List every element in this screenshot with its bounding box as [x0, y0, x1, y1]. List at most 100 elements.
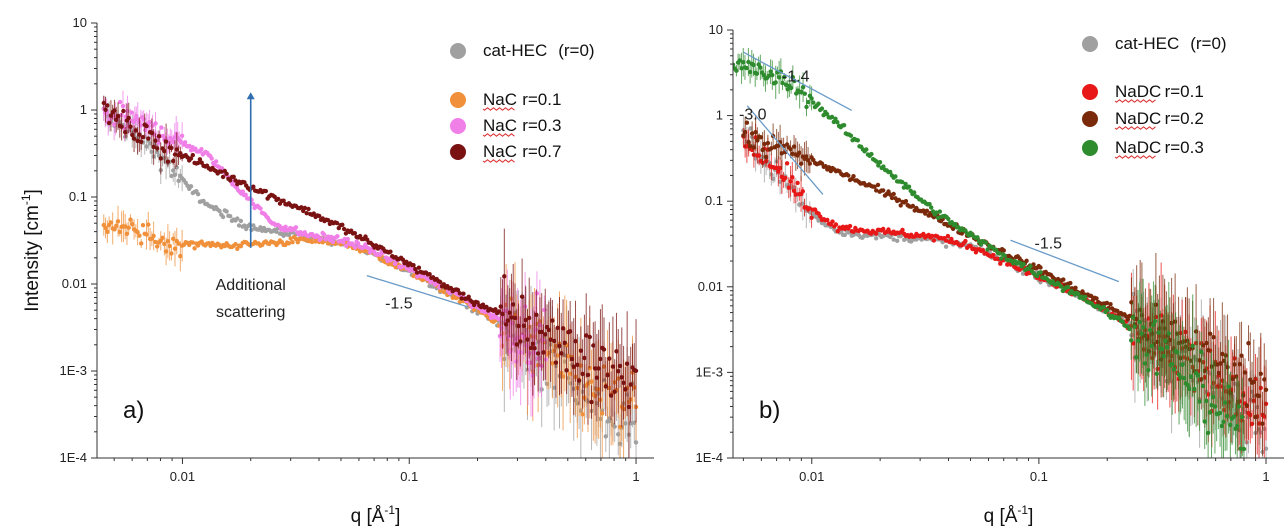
annotation-2: -1.5 [1035, 236, 1063, 253]
data-point [335, 234, 340, 239]
data-point [851, 232, 856, 238]
data-point [220, 214, 226, 220]
data-point [151, 233, 156, 239]
data-point [1228, 422, 1233, 428]
legend-label-name: NaDC [1115, 109, 1161, 128]
legend-marker [450, 118, 466, 134]
data-point [806, 99, 811, 105]
data-point [633, 368, 639, 373]
data-point [1144, 352, 1149, 357]
data-point [1218, 384, 1223, 389]
data-point [889, 195, 895, 201]
data-point [598, 356, 603, 362]
data-point [1131, 291, 1136, 297]
data-point [192, 246, 197, 251]
data-point [869, 151, 874, 157]
data-point [628, 421, 633, 426]
data-point [140, 223, 146, 228]
data-area [733, 47, 1269, 458]
data-point [751, 145, 757, 150]
data-point [503, 322, 509, 327]
data-point [733, 62, 736, 67]
data-point [746, 140, 751, 145]
data-point [798, 161, 804, 166]
data-point [151, 144, 156, 150]
data-point [114, 223, 119, 228]
data-point [165, 239, 171, 244]
data-point [149, 130, 155, 136]
data-point [190, 240, 195, 245]
data-point [1241, 446, 1247, 452]
slope-line-2 [1010, 239, 1120, 283]
data-point [438, 279, 443, 285]
data-point [119, 124, 124, 129]
legend-label-name: cat-HEC [1115, 34, 1179, 53]
data-point [1020, 271, 1026, 276]
data-point [496, 309, 502, 314]
data-point [1262, 377, 1267, 382]
data-point [809, 96, 814, 101]
data-point [1017, 260, 1023, 266]
data-point [302, 205, 308, 211]
data-point [162, 148, 167, 154]
data-point [584, 333, 589, 338]
data-point [224, 171, 229, 176]
data-point [575, 362, 580, 367]
data-point [543, 332, 548, 337]
data-point [1192, 386, 1197, 392]
data-point [797, 202, 802, 207]
data-point [1151, 322, 1156, 328]
legend-marker [1082, 84, 1098, 100]
data-point [521, 323, 527, 328]
data-point [985, 247, 990, 252]
data-point [1199, 377, 1204, 382]
data-point [304, 211, 309, 216]
data-point [800, 85, 806, 90]
data-point [791, 144, 797, 149]
x-axis-label-end: ] [395, 506, 400, 527]
data-point [903, 181, 908, 187]
data-point [1171, 367, 1177, 372]
y-tick-label: 10 [73, 15, 87, 30]
data-point [176, 241, 181, 246]
data-point [600, 411, 605, 416]
data-point [1218, 361, 1223, 366]
data-point [541, 350, 546, 355]
data-point [564, 368, 569, 373]
y-tick-label: 0.01 [62, 276, 87, 291]
data-point [569, 356, 575, 362]
data-point [1225, 365, 1230, 370]
y-axis-label-end: ] [22, 189, 43, 194]
data-point [596, 366, 601, 371]
data-point [800, 189, 805, 194]
data-point [525, 337, 530, 342]
data-point [610, 364, 616, 369]
data-point [1197, 358, 1202, 363]
data-point [493, 307, 498, 312]
data-point [1141, 325, 1146, 330]
data-point [1172, 319, 1178, 324]
data-point [617, 363, 623, 369]
x-axis-label: q [Å-1] [351, 503, 401, 527]
data-point [318, 236, 324, 241]
data-point [1125, 317, 1131, 322]
data-point [797, 150, 802, 155]
data-point [612, 389, 617, 394]
data-point [1211, 335, 1216, 340]
data-point [393, 265, 398, 270]
x-axis-label-end: ] [1028, 506, 1033, 527]
data-point [457, 291, 462, 296]
data-point [120, 103, 126, 109]
data-point [790, 151, 795, 156]
data-point [1166, 331, 1172, 336]
data-point [156, 134, 162, 139]
data-point [874, 188, 879, 193]
data-point [617, 424, 623, 430]
data-point [141, 117, 146, 122]
data-point [195, 160, 201, 166]
data-point [105, 103, 110, 108]
data-point [165, 159, 171, 164]
data-point [400, 257, 406, 262]
y-tick-label: 10 [709, 22, 723, 37]
data-point [788, 179, 793, 184]
